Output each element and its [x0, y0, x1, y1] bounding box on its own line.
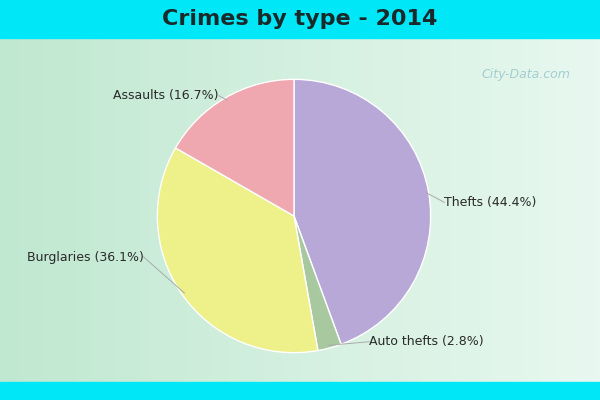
Text: Thefts (44.4%): Thefts (44.4%)	[445, 196, 537, 209]
Text: City-Data.com: City-Data.com	[481, 68, 570, 81]
Text: Crimes by type - 2014: Crimes by type - 2014	[163, 9, 437, 29]
Wedge shape	[176, 79, 294, 216]
Bar	[0, 0, 600, 38]
Wedge shape	[294, 216, 341, 350]
Text: Auto thefts (2.8%): Auto thefts (2.8%)	[369, 335, 484, 348]
Text: Assaults (16.7%): Assaults (16.7%)	[113, 89, 219, 102]
Bar	[0, 382, 600, 400]
Wedge shape	[294, 79, 431, 344]
Wedge shape	[157, 148, 318, 353]
Text: Burglaries (36.1%): Burglaries (36.1%)	[27, 250, 143, 264]
